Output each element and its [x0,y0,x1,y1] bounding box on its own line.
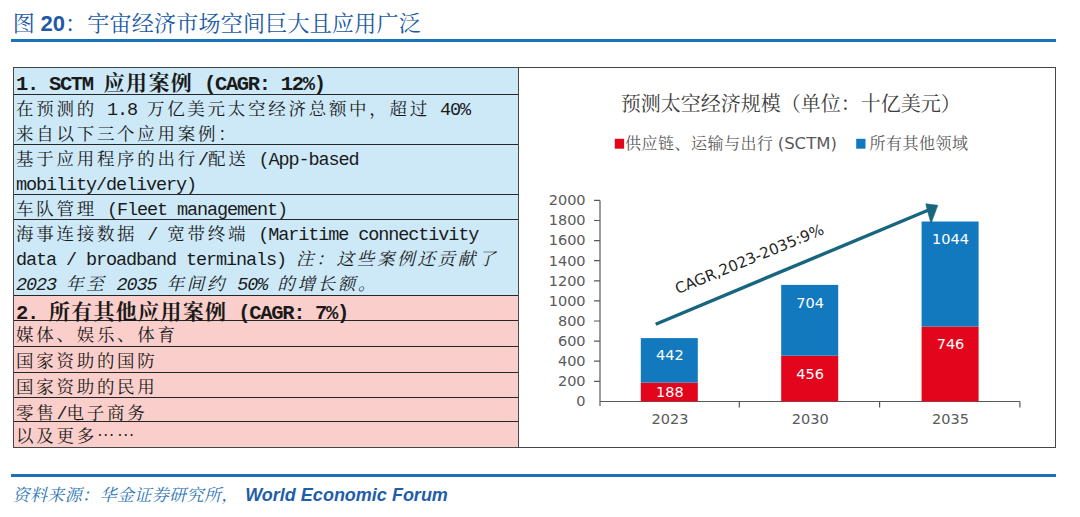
svg-text:1044: 1044 [932,231,969,247]
svg-text:442: 442 [656,347,684,363]
svg-text:400: 400 [558,353,586,369]
svg-text:1600: 1600 [549,232,586,248]
svg-text:600: 600 [558,333,586,349]
svg-text:2000: 2000 [549,192,586,208]
svg-text:1000: 1000 [549,293,586,309]
svg-text:1400: 1400 [549,253,586,269]
svg-text:704: 704 [796,295,824,311]
svg-text:1800: 1800 [549,212,586,228]
svg-text:200: 200 [558,373,586,389]
svg-text:188: 188 [656,384,684,400]
svg-text:800: 800 [558,313,586,329]
svg-text:0: 0 [576,393,585,409]
svg-text:456: 456 [796,366,824,382]
svg-text:2023: 2023 [652,411,689,427]
svg-text:2035: 2035 [932,411,969,427]
svg-text:1200: 1200 [549,273,586,289]
svg-text:746: 746 [937,336,965,352]
svg-text:2030: 2030 [792,411,829,427]
